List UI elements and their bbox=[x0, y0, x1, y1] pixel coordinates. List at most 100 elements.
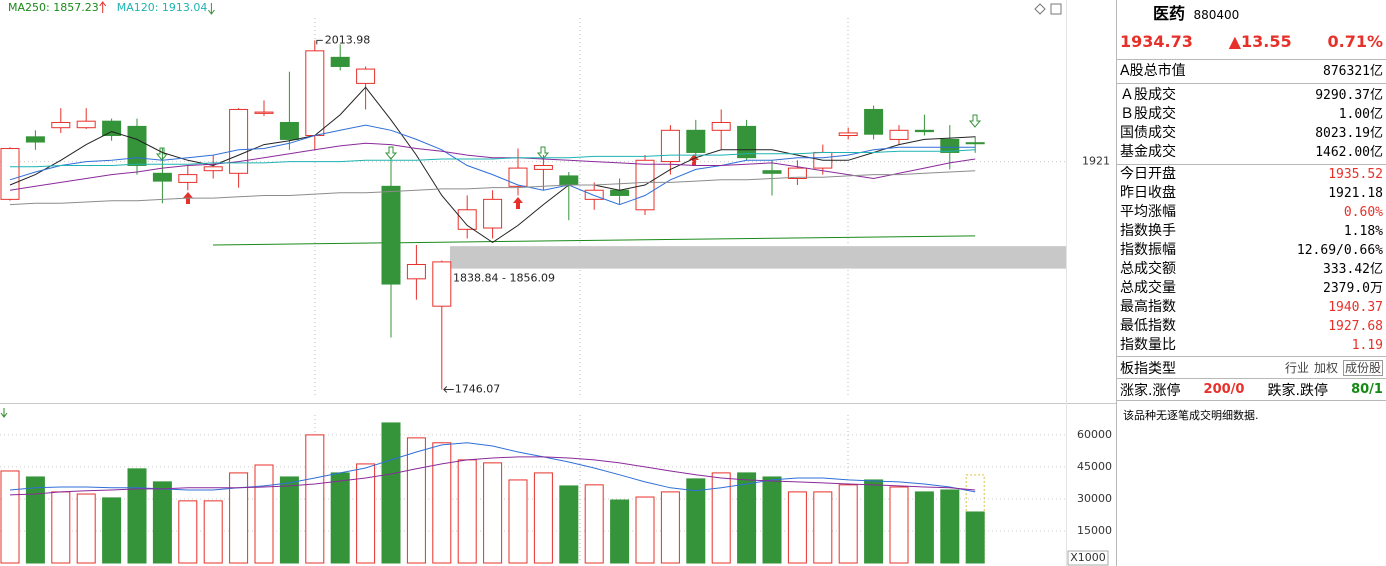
high-label: 2013.98 bbox=[325, 33, 371, 46]
board-option[interactable]: 加权 bbox=[1313, 361, 1338, 375]
volume-bar bbox=[635, 496, 655, 564]
candle-body bbox=[432, 261, 452, 307]
volume-bar bbox=[305, 434, 325, 564]
candle-body bbox=[25, 136, 45, 143]
trend-line bbox=[212, 235, 976, 246]
breadth-row: 涨家.涨停 200/0 跌家.跌停 80/1 bbox=[1117, 379, 1386, 401]
candle-body bbox=[229, 108, 249, 174]
candle-body bbox=[127, 125, 147, 166]
volume-bar bbox=[686, 478, 706, 564]
ma-line bbox=[9, 124, 976, 206]
ma-line bbox=[9, 86, 976, 244]
candle-body bbox=[254, 111, 274, 114]
candle-body bbox=[381, 185, 401, 285]
row: Ａ股成交 9290.37亿 bbox=[1117, 86, 1386, 105]
value: 2379.0万 bbox=[1323, 281, 1383, 296]
title-row: 医药 880400 bbox=[1117, 0, 1386, 27]
label: 总成交量 bbox=[1120, 280, 1176, 296]
volume-ma-line bbox=[9, 456, 976, 496]
volume-bar bbox=[584, 484, 604, 564]
quote-panel: 医药 880400 1934.73 ▲13.55 0.71% A股总市值 8763… bbox=[1117, 0, 1386, 566]
label: 国债成交 bbox=[1120, 125, 1176, 141]
row: 今日开盘 1935.52 bbox=[1117, 165, 1386, 184]
toolbar-icons[interactable] bbox=[1034, 3, 1062, 15]
volume-bar bbox=[356, 463, 376, 564]
row: 总成交量 2379.0万 bbox=[1117, 279, 1386, 298]
volume-bar bbox=[965, 511, 985, 564]
volume-bar bbox=[660, 491, 680, 564]
y-tick-label: 45000 bbox=[1077, 460, 1112, 473]
row: 基金成交 1462.00亿 bbox=[1117, 143, 1386, 162]
candle-body bbox=[559, 175, 579, 186]
volume-bar bbox=[787, 491, 807, 564]
volume-bar bbox=[25, 476, 45, 564]
candle-body bbox=[686, 129, 706, 153]
y-tick-label: 15000 bbox=[1077, 524, 1112, 537]
index-code: 880400 bbox=[1193, 8, 1240, 22]
y-tick-label: 30000 bbox=[1077, 492, 1112, 505]
ma-line bbox=[10, 149, 976, 168]
label: Ｂ股成交 bbox=[1120, 106, 1176, 122]
candle-body bbox=[838, 132, 858, 137]
volume-bar bbox=[889, 486, 909, 564]
ma-line bbox=[9, 170, 976, 206]
volume-bar bbox=[330, 472, 350, 564]
candle-body bbox=[762, 170, 782, 174]
legend-text: MA120: 1913.04 bbox=[117, 1, 208, 14]
value: 80/1 bbox=[1351, 382, 1383, 397]
chart: MA250: 1857.23 MA120: 1913.04 1921 1838.84 … bbox=[0, 0, 1117, 566]
candle-body bbox=[660, 129, 680, 163]
volume-bar bbox=[533, 472, 553, 564]
candle-body bbox=[76, 120, 96, 129]
low-label: 1746.07 bbox=[455, 382, 501, 395]
label: 今日开盘 bbox=[1120, 166, 1176, 182]
volume-bar bbox=[457, 459, 477, 564]
value: 333.42亿 bbox=[1323, 262, 1383, 277]
candle-body bbox=[711, 121, 731, 131]
label: 跌家.跌停 bbox=[1267, 382, 1328, 399]
candle-body bbox=[508, 167, 528, 187]
label: 总成交额 bbox=[1120, 261, 1176, 277]
row: 昨日收盘 1921.18 bbox=[1117, 184, 1386, 203]
board-option[interactable]: 行业 bbox=[1284, 361, 1309, 375]
volume-bar bbox=[914, 491, 934, 564]
value: 12.69/0.66% bbox=[1296, 243, 1383, 258]
volume-bar bbox=[51, 491, 71, 564]
candle-body bbox=[102, 120, 122, 137]
volume-bar bbox=[229, 472, 249, 564]
candle-body bbox=[279, 121, 299, 140]
label: 指数换手 bbox=[1120, 223, 1176, 239]
row: A股总市值 876321亿 bbox=[1117, 62, 1386, 81]
candle-body bbox=[940, 138, 960, 153]
pct: 0.71% bbox=[1327, 32, 1383, 51]
label: 指数量比 bbox=[1120, 337, 1176, 353]
candle-body bbox=[152, 172, 172, 182]
row: 最高指数 1940.37 bbox=[1117, 298, 1386, 317]
volume-ma-line bbox=[9, 442, 976, 493]
candle-body bbox=[864, 108, 884, 135]
volume-bar bbox=[178, 500, 198, 564]
label: 板指类型 bbox=[1120, 360, 1176, 377]
volume-bar bbox=[737, 472, 757, 564]
icon-window[interactable] bbox=[1050, 3, 1062, 15]
candle-body bbox=[457, 209, 477, 230]
candle-body bbox=[889, 129, 909, 140]
legend-arrow bbox=[208, 3, 215, 15]
row: 最低指数 1927.68 bbox=[1117, 317, 1386, 336]
volume-bar bbox=[559, 485, 579, 564]
label: 基金成交 bbox=[1120, 144, 1176, 160]
board-option[interactable]: 成份股 bbox=[1342, 360, 1383, 376]
volume-bar bbox=[0, 470, 20, 564]
icon-diamond[interactable] bbox=[1034, 3, 1046, 15]
value: 1462.00亿 bbox=[1315, 145, 1383, 160]
value: 1927.68 bbox=[1328, 319, 1383, 334]
volume-bar bbox=[813, 491, 833, 564]
price: 1934.73 bbox=[1120, 32, 1193, 51]
volume-bar bbox=[102, 497, 122, 564]
value: 1940.37 bbox=[1328, 300, 1383, 315]
candle-body bbox=[203, 166, 223, 172]
collapse-arrow[interactable] bbox=[0, 408, 8, 418]
value: 1921.18 bbox=[1328, 186, 1383, 201]
row: 平均涨幅 0.60% bbox=[1117, 203, 1386, 222]
label: A股总市值 bbox=[1120, 63, 1186, 79]
